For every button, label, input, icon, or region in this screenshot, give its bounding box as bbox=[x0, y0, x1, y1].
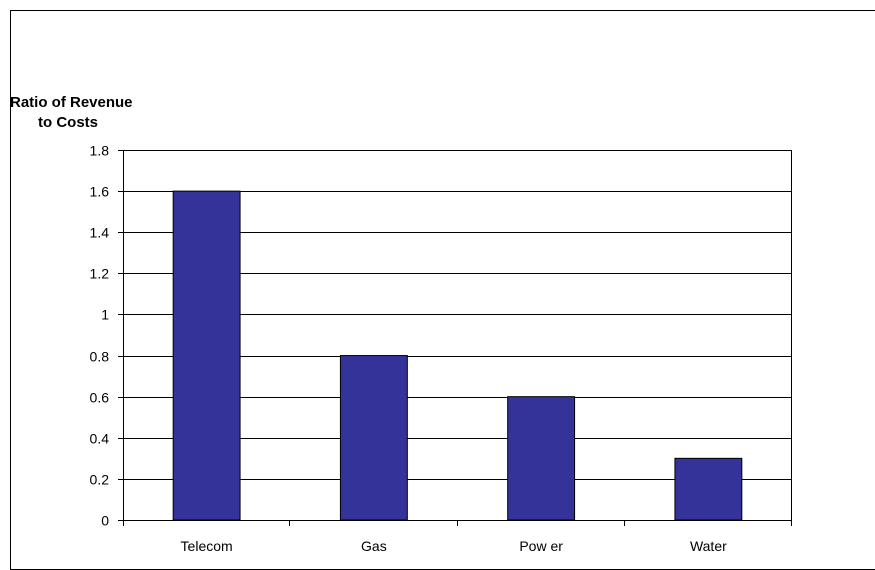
y-tick-label: 1.8 bbox=[90, 143, 110, 159]
x-tick-label: Water bbox=[690, 538, 727, 554]
bar-power bbox=[507, 396, 576, 521]
y-tick-label: 1.2 bbox=[90, 266, 110, 282]
x-tick-label: Gas bbox=[361, 538, 387, 554]
bar-chart: 0 0.2 0.4 0.6 0.8 1 1.2 1.4 1.6 1.8 Telecom Gas Pow… bbox=[90, 143, 792, 554]
y-tick-labels: 0 0.2 0.4 0.6 0.8 1 1.2 1.4 1.6 1.8 bbox=[90, 143, 110, 529]
y-tick-label: 1 bbox=[101, 307, 109, 323]
axes bbox=[118, 150, 792, 526]
y-tick-label: 0.4 bbox=[90, 431, 110, 447]
y-tick-label: 1.6 bbox=[90, 184, 110, 200]
y-tick-label: 0.2 bbox=[90, 472, 110, 488]
bar-water bbox=[674, 457, 743, 521]
y-axis-label: Ratio of Revenue to Costs bbox=[10, 93, 180, 133]
y-tick-label: 1.4 bbox=[90, 225, 110, 241]
x-tick-label: Pow er bbox=[519, 538, 563, 554]
bar-gas bbox=[339, 355, 408, 521]
y-axis-label-line-1: Ratio of Revenue bbox=[10, 94, 133, 111]
x-tick-label: Telecom bbox=[181, 538, 233, 554]
y-tick-label: 0.6 bbox=[90, 390, 110, 406]
y-tick-label: 0.8 bbox=[90, 349, 110, 365]
bar-telecom bbox=[172, 190, 241, 521]
y-axis-label-line-2: to Costs bbox=[38, 114, 98, 131]
y-tick-label: 0 bbox=[101, 513, 109, 529]
bars bbox=[172, 190, 743, 521]
x-tick-labels: Telecom Gas Pow er Water bbox=[181, 538, 728, 554]
